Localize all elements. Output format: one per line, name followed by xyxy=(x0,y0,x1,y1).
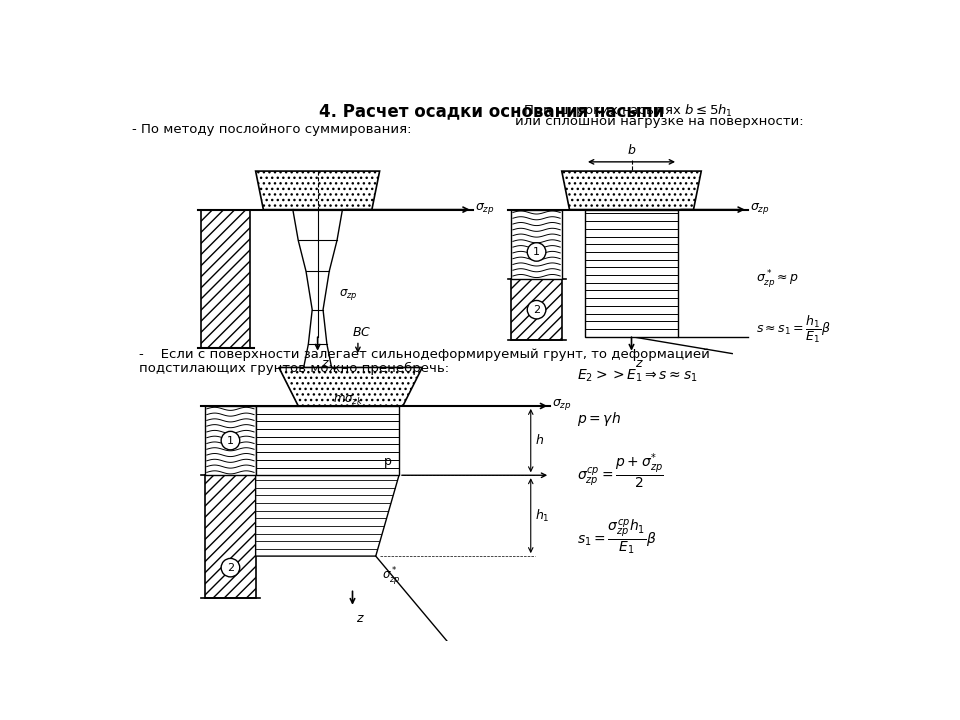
Bar xyxy=(255,406,399,475)
Bar xyxy=(512,279,562,341)
Text: $s \approx s_1 = \dfrac{h_1}{E_1}\beta$: $s \approx s_1 = \dfrac{h_1}{E_1}\beta$ xyxy=(756,313,830,344)
Circle shape xyxy=(527,300,546,319)
Text: h: h xyxy=(536,434,543,447)
Text: $\sigma_{zp}^* \approx p$: $\sigma_{zp}^* \approx p$ xyxy=(756,268,799,290)
Text: - При широких насыпях $b\leq5h_1$: - При широких насыпях $b\leq5h_1$ xyxy=(516,102,733,119)
Text: $\sigma_{zp}$: $\sigma_{zp}$ xyxy=(475,201,494,215)
Circle shape xyxy=(221,559,240,577)
Text: $ВС$: $ВС$ xyxy=(352,326,372,339)
Bar xyxy=(202,210,251,348)
Bar xyxy=(585,210,678,337)
Text: $p = \gamma h$: $p = \gamma h$ xyxy=(577,410,621,428)
Text: или сплошной нагрузке на поверхности:: или сплошной нагрузке на поверхности: xyxy=(516,115,804,128)
Text: 4. Расчет осадки основания насыпи: 4. Расчет осадки основания насыпи xyxy=(320,102,664,120)
Text: 2: 2 xyxy=(227,562,234,572)
Text: - По методу послойного суммирования:: - По методу послойного суммирования: xyxy=(132,123,411,136)
Text: $\sigma_{zp}$: $\sigma_{zp}$ xyxy=(339,287,358,302)
Text: $\sigma_{zp}$: $\sigma_{zp}$ xyxy=(750,201,770,215)
Bar xyxy=(512,210,562,279)
Text: $\sigma_{zp}^{cp} = \dfrac{p + \sigma_{zp}^{*}}{2}$: $\sigma_{zp}^{cp} = \dfrac{p + \sigma_{z… xyxy=(577,452,664,491)
Polygon shape xyxy=(278,367,422,406)
Polygon shape xyxy=(255,475,399,556)
Text: $\sigma_{zp}^*$: $\sigma_{zp}^*$ xyxy=(382,565,400,588)
Circle shape xyxy=(527,243,546,261)
Text: 1: 1 xyxy=(533,247,540,257)
Text: $h_1$: $h_1$ xyxy=(536,508,550,523)
Text: $s_1 = \dfrac{\sigma_{zp}^{cp} h_1}{E_1} \beta$: $s_1 = \dfrac{\sigma_{zp}^{cp} h_1}{E_1}… xyxy=(577,518,657,557)
Text: $E_2 >> E_1 \Rightarrow s \approx s_1$: $E_2 >> E_1 \Rightarrow s \approx s_1$ xyxy=(577,367,698,384)
Polygon shape xyxy=(562,171,701,210)
Text: $m\sigma_{zk}$: $m\sigma_{zk}$ xyxy=(333,394,364,407)
Text: подстилающих грунтов можно пренебречь:: подстилающих грунтов можно пренебречь: xyxy=(139,362,449,375)
Text: 2: 2 xyxy=(533,305,540,315)
Text: z: z xyxy=(321,357,327,370)
Bar xyxy=(205,406,255,475)
Text: -    Если с поверхности залегает сильнодеформируемый грунт, то деформацией: - Если с поверхности залегает сильнодефо… xyxy=(139,348,710,361)
Circle shape xyxy=(221,431,240,450)
Bar xyxy=(205,475,255,598)
Text: z: z xyxy=(635,357,641,370)
Text: z: z xyxy=(355,611,362,624)
Text: $\sigma_{zp}$: $\sigma_{zp}$ xyxy=(552,397,572,412)
Text: 1: 1 xyxy=(227,436,234,446)
Text: b: b xyxy=(628,144,636,157)
Text: p: p xyxy=(383,454,392,467)
Polygon shape xyxy=(255,171,379,210)
